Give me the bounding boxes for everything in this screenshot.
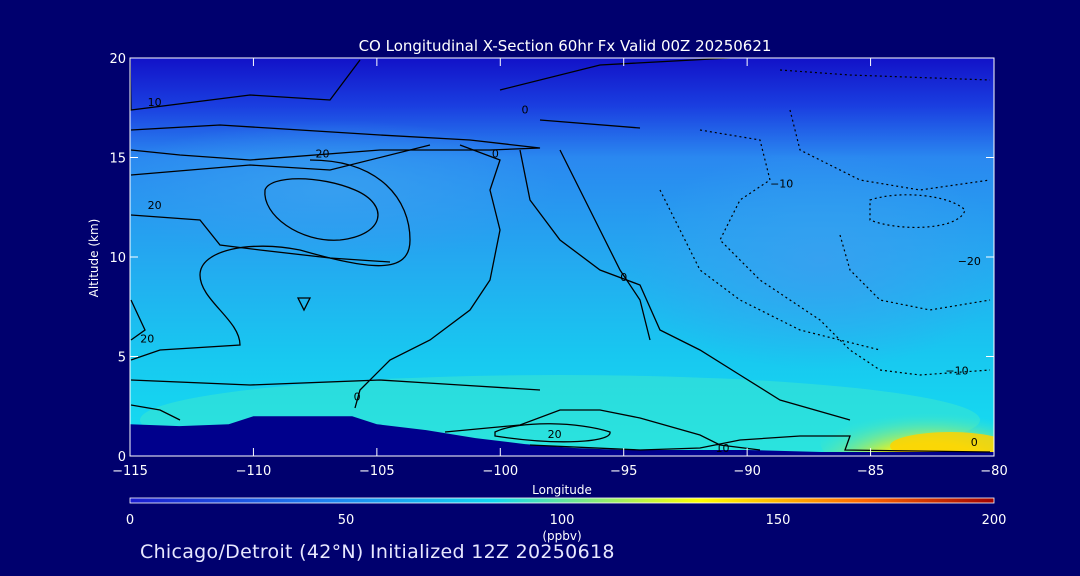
x-tick-label: −100	[482, 464, 518, 479]
colorbar-tick-label: 50	[338, 513, 355, 528]
contour-line	[264, 178, 379, 241]
footer-caption: Chicago/Detroit (42°N) Initialized 12Z 2…	[140, 541, 615, 563]
contour-line	[130, 159, 411, 361]
x-tick-label: −115	[112, 464, 148, 479]
contour-label: 0	[521, 104, 528, 117]
contour-line	[529, 435, 991, 453]
contour-label: 20	[140, 333, 154, 346]
dashed-contour-line	[869, 194, 966, 228]
contour-line	[354, 144, 501, 409]
contour-label: 20	[548, 428, 562, 441]
y-axis: 0 5 10 15 20	[109, 52, 994, 465]
contour-label: 0	[971, 436, 978, 449]
colorbar-tick-label: 200	[982, 513, 1007, 528]
contour-line	[130, 299, 146, 341]
contour-label: 10	[148, 96, 162, 109]
co-field-hot-core	[890, 432, 994, 456]
contour-label: 0	[492, 148, 499, 161]
y-tick-label: 15	[109, 152, 126, 167]
contour-label: 0	[354, 390, 361, 403]
contour-label: −20	[958, 255, 981, 268]
colorbar-tick-label: 100	[550, 513, 575, 528]
y-tick-label: 5	[118, 351, 126, 366]
colorbar-bar	[129, 497, 995, 504]
contour-label: −10	[945, 364, 968, 377]
colorbar-tick-label: 150	[766, 513, 791, 528]
x-axis: −115 −110 −105 −100 −95 −90 −85 −80	[112, 58, 1008, 479]
colorbar-tick-label: 0	[126, 513, 134, 528]
x-tick-label: −110	[236, 464, 272, 479]
x-tick-label: −90	[733, 464, 760, 479]
co-field-east-lobe	[630, 150, 994, 370]
terrain-profile	[130, 416, 994, 456]
colorbar-unit-label: (ppbv)	[542, 529, 581, 543]
contour-line	[559, 149, 651, 341]
contour-label: −10	[770, 177, 793, 190]
x-tick-label: −85	[857, 464, 884, 479]
contour-line	[130, 124, 541, 161]
x-tick-label: −105	[359, 464, 395, 479]
contour-lines	[130, 58, 991, 453]
contour-label: 20	[148, 199, 162, 212]
contour-line	[499, 58, 731, 91]
y-axis-label: Altitude (km)	[87, 219, 101, 298]
contour-line	[494, 423, 611, 443]
colorbar: 0 50 100 150 200 (ppbv)	[126, 497, 1007, 543]
contour-label-group: 10 20 0 0 20 −10 20 0 −20 −10 0 20 10 0	[140, 96, 981, 455]
contour-line	[519, 149, 851, 421]
y-tick-label: 20	[109, 52, 126, 67]
contour-line	[130, 144, 431, 176]
y-tick-label: 0	[118, 450, 126, 465]
x-tick-label: −80	[980, 464, 1007, 479]
contour-line	[130, 379, 541, 391]
plot-area	[130, 58, 994, 456]
dashed-contour-line	[659, 189, 881, 351]
negative-contours	[659, 69, 991, 376]
co-field-upper-lobe	[130, 120, 560, 260]
contour-label: 0	[620, 271, 627, 284]
colorbar-ticks: 0 50 100 150 200	[126, 513, 1007, 528]
dashed-contour-line	[839, 234, 991, 311]
contour-line	[296, 297, 312, 312]
contour-label: 10	[715, 442, 729, 455]
dashed-contour-line	[779, 69, 991, 81]
contour-line	[130, 58, 361, 111]
x-axis-label: Longitude	[532, 483, 592, 497]
chart-title: CO Longitudinal X-Section 60hr Fx Valid …	[359, 37, 772, 55]
contour-line	[539, 119, 641, 129]
y-tick-label: 10	[109, 251, 126, 266]
contour-line	[130, 404, 181, 421]
contour-line	[444, 409, 761, 451]
contour-label: 20	[316, 148, 330, 161]
x-tick-label: −95	[610, 464, 637, 479]
